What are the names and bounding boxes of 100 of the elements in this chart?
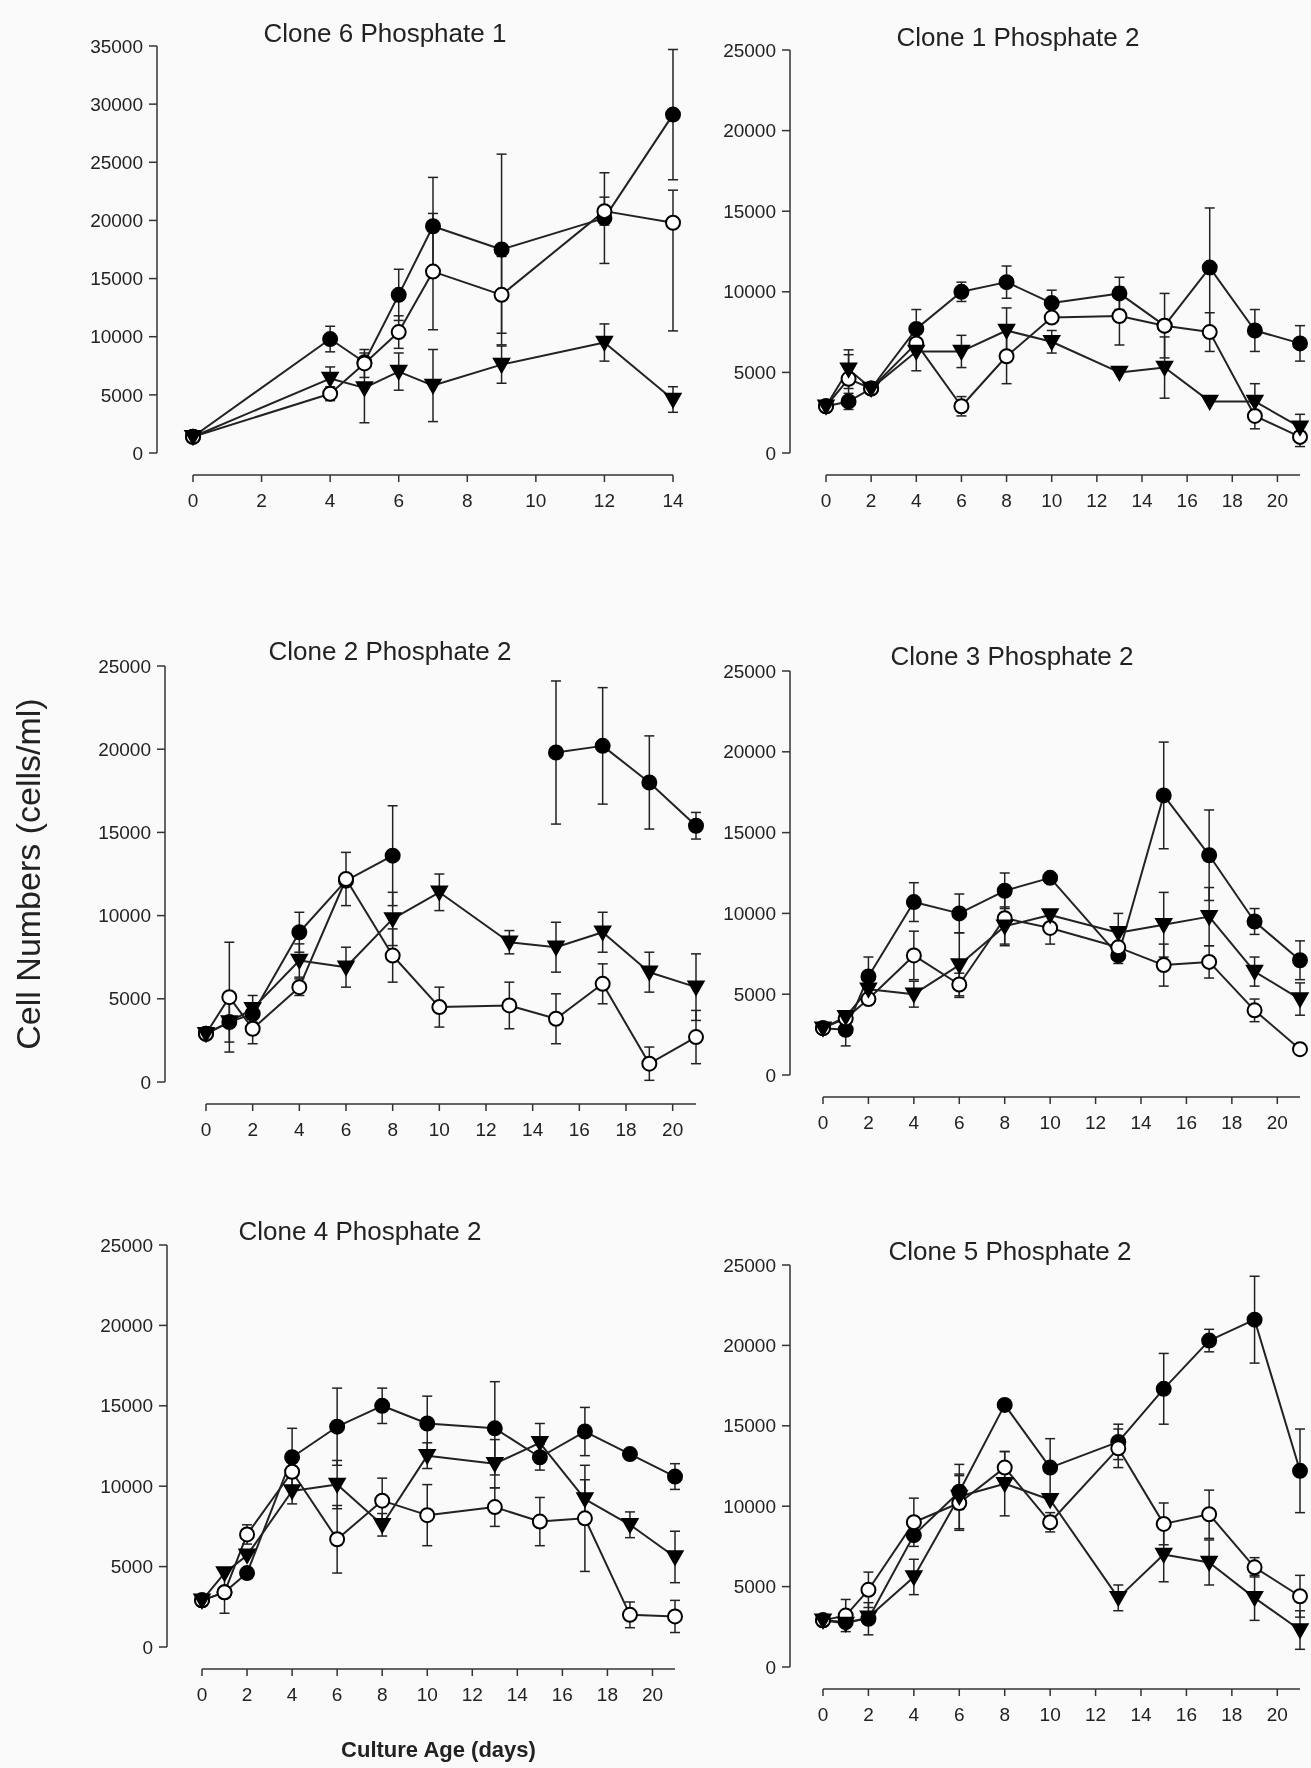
y-tick-label: 0: [765, 1656, 776, 1678]
y-tick-label: 20000: [98, 738, 151, 760]
y-tick-label: 20000: [90, 210, 143, 232]
x-tick-label: 20: [1266, 1112, 1288, 1133]
chart-title: Clone 6 Phosphate 1: [263, 18, 507, 48]
y-tick-label: 10000: [98, 905, 151, 927]
chart-title: Clone 5 Phosphate 2: [888, 1236, 1132, 1266]
x-tick-label: 8: [376, 1684, 388, 1705]
y-tick-label: 5000: [733, 1576, 776, 1598]
x-tick-label: 10: [1039, 1112, 1061, 1133]
y-tick-label: 5000: [100, 384, 143, 406]
x-tick-label: 16: [551, 1684, 573, 1705]
x-tick-label: 18: [1221, 1112, 1243, 1133]
x-tick-label: 10: [525, 490, 547, 511]
x-tick-label: 6: [954, 1704, 965, 1725]
y-tick-label: 25000: [90, 151, 143, 173]
y-tick-label: 25000: [723, 660, 776, 682]
x-tick-label: 18: [1221, 490, 1243, 511]
y-tick-label: 5000: [733, 983, 776, 1005]
y-tick-label: 0: [142, 1636, 153, 1658]
x-tick-label: 6: [331, 1684, 343, 1705]
x-tick-label: 6: [393, 490, 404, 511]
x-tick-label: 0: [200, 1119, 212, 1140]
x-tick-label: 4: [294, 1119, 306, 1140]
x-tick-label: 12: [461, 1684, 483, 1705]
x-tick-label: 18: [1221, 1704, 1243, 1725]
x-tick-label: 14: [662, 490, 684, 511]
x-tick-label: 8: [999, 1704, 1010, 1725]
x-tick-label: 0: [820, 490, 832, 511]
y-tick-label: 20000: [100, 1315, 153, 1337]
x-tick-label: 4: [324, 490, 336, 511]
x-tick-label: 4: [911, 490, 922, 511]
x-tick-label: 0: [196, 1684, 208, 1705]
y-tick-label: 10000: [723, 903, 776, 925]
x-tick-label: 8: [999, 1112, 1010, 1133]
y-tick-label: 20000: [723, 120, 776, 142]
x-tick-label: 12: [593, 490, 615, 511]
x-tick-label: 2: [863, 1112, 874, 1133]
x-tick-label: 6: [954, 1112, 965, 1133]
y-tick-label: 15000: [100, 1395, 153, 1417]
x-tick-label: 12: [1085, 1704, 1107, 1725]
x-tick-label: 4: [286, 1684, 298, 1705]
x-tick-label: 2: [247, 1119, 258, 1140]
x-tick-label: 14: [522, 1119, 544, 1140]
x-tick-label: 10: [428, 1119, 450, 1140]
x-tick-label: 6: [956, 490, 967, 511]
x-tick-label: 8: [1001, 490, 1012, 511]
x-tick-label: 20: [1266, 490, 1288, 511]
y-tick-label: 25000: [98, 655, 151, 677]
x-tick-label: 0: [817, 1704, 829, 1725]
chart-title: Clone 2 Phosphate 2: [268, 636, 512, 666]
x-tick-label: 4: [908, 1704, 920, 1725]
x-tick-label: 2: [241, 1684, 253, 1705]
x-tick-label: 4: [908, 1112, 920, 1133]
y-tick-label: 20000: [723, 1335, 776, 1357]
x-tick-label: 10: [1039, 1704, 1061, 1725]
x-tick-label: 16: [1175, 1704, 1197, 1725]
y-tick-label: 10000: [723, 1495, 776, 1517]
y-tick-label: 5000: [108, 988, 151, 1010]
x-tick-label: 14: [1130, 1112, 1152, 1133]
chart-title: Clone 4 Phosphate 2: [238, 1216, 482, 1246]
x-tick-label: 14: [1131, 490, 1153, 511]
chart-title: Clone 1 Phosphate 2: [896, 22, 1140, 52]
x-tick-label: 16: [1175, 1112, 1197, 1133]
y-tick-label: 10000: [723, 281, 776, 303]
y-tick-label: 10000: [100, 1475, 153, 1497]
x-tick-label: 18: [615, 1119, 637, 1140]
y-tick-label: 15000: [723, 200, 776, 222]
y-tick-label: 20000: [723, 741, 776, 763]
y-tick-label: 35000: [90, 35, 143, 57]
x-tick-label: 8: [462, 490, 473, 511]
x-axis-title: Culture Age (days): [341, 1737, 536, 1762]
y-tick-label: 15000: [98, 822, 151, 844]
y-tick-label: 10000: [90, 326, 143, 348]
y-tick-label: 30000: [90, 93, 143, 115]
y-tick-label: 5000: [733, 362, 776, 384]
x-tick-label: 20: [641, 1684, 664, 1705]
x-tick-label: 0: [187, 490, 199, 511]
x-tick-label: 20: [662, 1119, 684, 1140]
x-tick-label: 14: [506, 1684, 529, 1705]
x-tick-label: 16: [568, 1119, 590, 1140]
x-tick-label: 18: [596, 1684, 618, 1705]
y-tick-label: 15000: [723, 822, 776, 844]
y-tick-label: 15000: [90, 268, 143, 290]
y-tick-label: 0: [140, 1071, 151, 1093]
x-tick-label: 0: [817, 1112, 829, 1133]
chart-title: Clone 3 Phosphate 2: [890, 641, 1134, 671]
x-tick-label: 8: [387, 1119, 398, 1140]
y-axis-title: Cell Numbers (cells/ml): [9, 698, 47, 1050]
x-tick-label: 10: [416, 1684, 438, 1705]
x-tick-label: 10: [1041, 490, 1063, 511]
y-tick-label: 25000: [723, 1254, 776, 1276]
x-tick-label: 12: [1086, 490, 1108, 511]
y-tick-label: 25000: [100, 1234, 153, 1256]
x-tick-label: 14: [1130, 1704, 1152, 1725]
x-tick-label: 20: [1266, 1704, 1288, 1725]
x-tick-label: 2: [256, 490, 267, 511]
x-tick-label: 12: [1085, 1112, 1107, 1133]
y-tick-label: 5000: [110, 1556, 153, 1578]
x-tick-label: 12: [475, 1119, 497, 1140]
